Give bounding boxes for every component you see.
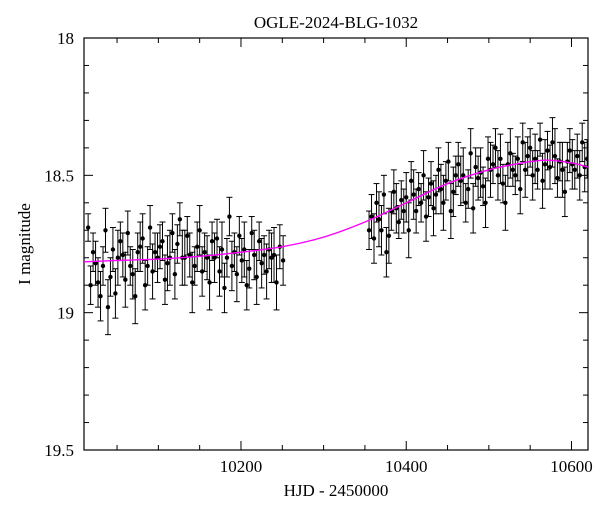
- svg-text:18.5: 18.5: [44, 166, 74, 185]
- svg-text:19.5: 19.5: [44, 441, 74, 460]
- chart-title: OGLE-2024-BLG-1032: [254, 13, 418, 32]
- chart-svg: 10200 10400 10600 18 18.5 19 19.5 OGLE-2024-BLG…: [0, 0, 600, 512]
- y-axis-label: I magnitude: [15, 203, 34, 285]
- svg-text:19: 19: [57, 304, 74, 323]
- lightcurve-chart: 10200 10400 10600 18 18.5 19 19.5 OGLE-2024-BLG…: [0, 0, 600, 512]
- svg-text:10200: 10200: [220, 457, 263, 476]
- svg-text:10400: 10400: [385, 457, 428, 476]
- x-axis-label: HJD - 2450000: [284, 481, 389, 500]
- svg-text:18: 18: [57, 29, 74, 48]
- svg-text:10600: 10600: [550, 457, 593, 476]
